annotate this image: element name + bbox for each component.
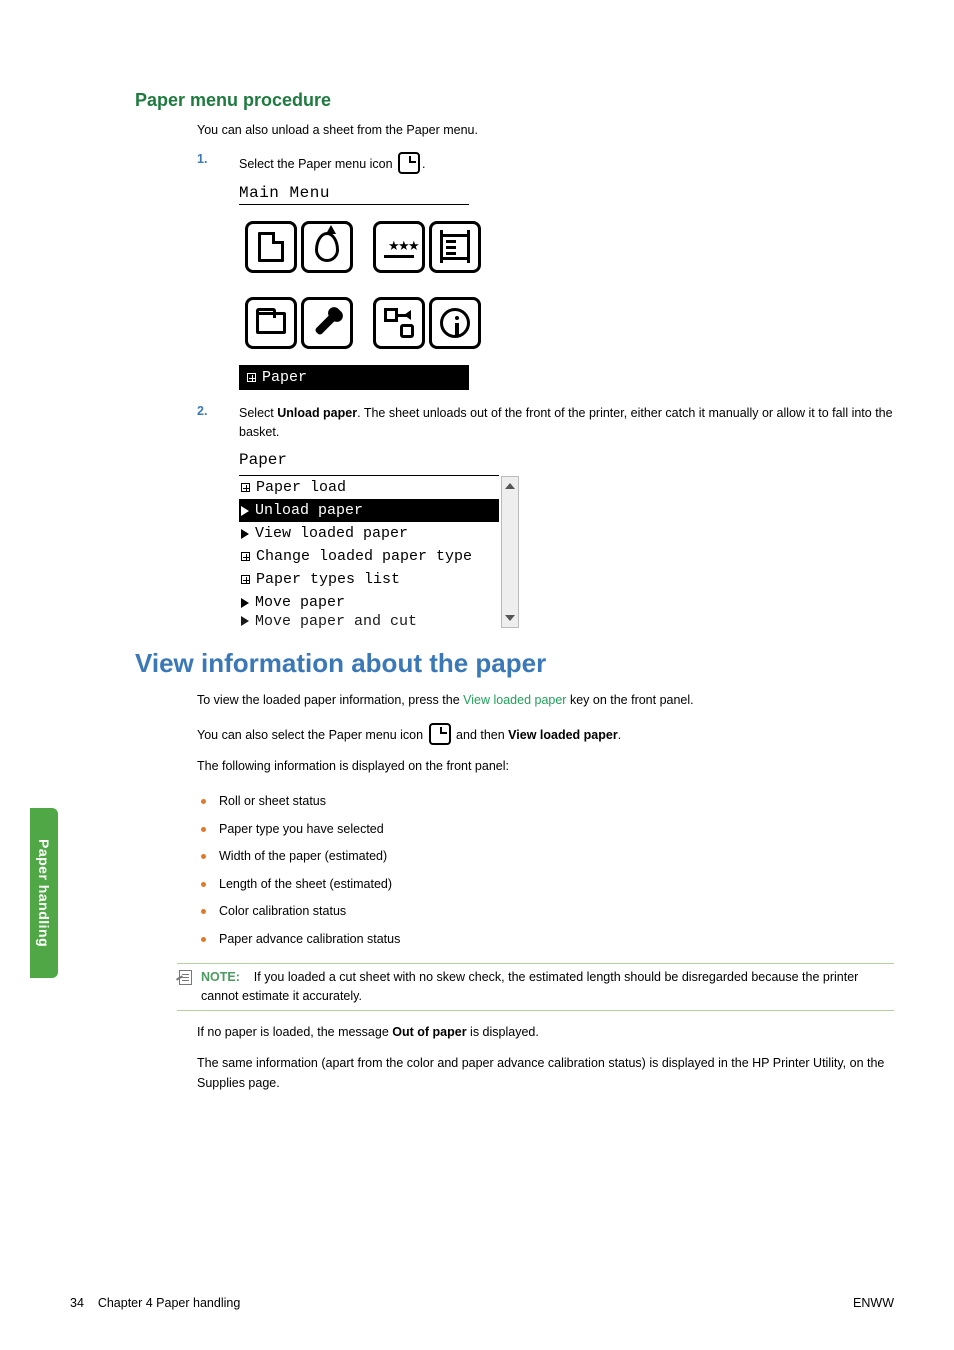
scrollbar[interactable]	[501, 476, 519, 628]
paper-menu-item[interactable]: Paper load	[239, 476, 499, 499]
paragraph: To view the loaded paper information, pr…	[197, 691, 894, 710]
step-text: Select the Paper menu icon	[239, 157, 396, 171]
step-text-end: .	[422, 157, 425, 171]
expand-icon	[247, 373, 256, 382]
panel-title: Main Menu	[239, 184, 469, 205]
icon-pair-4	[373, 297, 481, 349]
expand-icon	[241, 483, 250, 492]
paper-menu-item[interactable]: Move paper and cut	[239, 614, 499, 628]
paper-menu-icon	[398, 152, 420, 174]
step-body: Select the Paper menu icon .	[239, 152, 894, 174]
paper-menu-item[interactable]: Paper types list	[239, 568, 499, 591]
list-item: Paper type you have selected	[197, 816, 894, 844]
triangle-icon	[241, 616, 249, 626]
main-menu-panel: Main Menu ★★★ Paper	[239, 184, 894, 390]
bold-text: View loaded paper	[508, 728, 618, 742]
note-prefix: NOTE:	[201, 970, 240, 984]
menu-item-label: View loaded paper	[255, 525, 408, 542]
scroll-up-icon[interactable]	[502, 477, 518, 495]
step-text-a: Select	[239, 406, 277, 420]
menu-item-label: Move paper	[255, 594, 345, 611]
triangle-icon	[241, 598, 249, 608]
triangle-icon	[241, 506, 249, 516]
connectivity-icon[interactable]	[373, 297, 425, 349]
footer-left: 34 Chapter 4 Paper handling	[70, 1296, 240, 1310]
expand-icon	[241, 552, 250, 561]
paper-menu-item[interactable]: View loaded paper	[239, 522, 499, 545]
printer-icon[interactable]	[429, 221, 481, 273]
note-text: If you loaded a cut sheet with no skew c…	[201, 970, 858, 1003]
step-number: 2.	[197, 404, 239, 442]
menu-item-label: Paper types list	[256, 571, 400, 588]
step-number: 1.	[197, 152, 239, 174]
step-1: 1. Select the Paper menu icon .	[197, 152, 894, 174]
menu-item-label: Paper load	[256, 479, 346, 496]
triangle-icon	[241, 529, 249, 539]
icon-pair-3	[245, 297, 353, 349]
bullet-list: Roll or sheet statusPaper type you have …	[197, 788, 894, 953]
note-icon	[177, 969, 193, 985]
info-icon[interactable]	[429, 297, 481, 349]
folder-icon[interactable]	[245, 297, 297, 349]
icon-pair-1	[245, 221, 353, 273]
intro-text: You can also unload a sheet from the Pap…	[197, 121, 894, 140]
panel-status-bar: Paper	[239, 365, 469, 390]
side-tab: Paper handling	[30, 808, 58, 978]
paper-icon[interactable]	[245, 221, 297, 273]
icon-grid: ★★★	[239, 205, 569, 365]
text: If no paper is loaded, the message	[197, 1025, 392, 1039]
step-2: 2. Select Unload paper. The sheet unload…	[197, 404, 894, 442]
page-title: View information about the paper	[135, 648, 894, 679]
list-item: Roll or sheet status	[197, 788, 894, 816]
paper-menu-item[interactable]: Unload paper	[239, 499, 499, 522]
paragraph: You can also select the Paper menu icon …	[197, 723, 894, 745]
note-text	[243, 970, 253, 984]
text: key on the front panel.	[566, 693, 693, 707]
paragraph: The following information is displayed o…	[197, 757, 894, 776]
chapter-label: Chapter 4 Paper handling	[98, 1296, 240, 1310]
text: To view the loaded paper information, pr…	[197, 693, 463, 707]
paragraph: If no paper is loaded, the message Out o…	[197, 1023, 894, 1042]
paragraph: The same information (apart from the col…	[197, 1054, 894, 1093]
note-box: NOTE: If you loaded a cut sheet with no …	[177, 963, 894, 1011]
list-item: Length of the sheet (estimated)	[197, 871, 894, 899]
page-content: Paper menu procedure You can also unload…	[0, 0, 954, 1093]
menu-item-label: Move paper and cut	[255, 614, 417, 628]
job-icon[interactable]: ★★★	[373, 221, 425, 273]
scroll-down-icon[interactable]	[502, 609, 518, 627]
menu-item-label: Unload paper	[255, 502, 363, 519]
setup-icon[interactable]	[301, 297, 353, 349]
page-number: 34	[70, 1296, 84, 1310]
footer-right: ENWW	[853, 1296, 894, 1310]
text: is displayed.	[467, 1025, 539, 1039]
step-bold: Unload paper	[277, 406, 357, 420]
text: and then	[453, 728, 509, 742]
paper-panel-list: Paper load Unload paper View loaded paper C…	[239, 475, 499, 628]
paper-menu-icon	[429, 723, 451, 745]
paper-submenu-panel: Paper Paper load Unload paper View loaded …	[239, 451, 499, 628]
note-body: NOTE: If you loaded a cut sheet with no …	[201, 968, 894, 1006]
step-body: Select Unload paper. The sheet unloads o…	[239, 404, 894, 442]
menu-item-label: Change loaded paper type	[256, 548, 472, 565]
view-loaded-paper-key: View loaded paper	[463, 693, 566, 707]
bold-text: Out of paper	[392, 1025, 466, 1039]
paper-menu-item[interactable]: Change loaded paper type	[239, 545, 499, 568]
ink-icon[interactable]	[301, 221, 353, 273]
paper-panel-title: Paper	[239, 451, 499, 471]
paper-menu-item[interactable]: Move paper	[239, 591, 499, 614]
list-item: Width of the paper (estimated)	[197, 843, 894, 871]
icon-pair-2: ★★★	[373, 221, 481, 273]
text: You can also select the Paper menu icon	[197, 728, 427, 742]
list-item: Paper advance calibration status	[197, 926, 894, 954]
footer: 34 Chapter 4 Paper handling ENWW	[70, 1296, 894, 1310]
expand-icon	[241, 575, 250, 584]
status-label: Paper	[262, 369, 307, 386]
list-item: Color calibration status	[197, 898, 894, 926]
text: .	[618, 728, 621, 742]
section-heading: Paper menu procedure	[135, 90, 894, 111]
